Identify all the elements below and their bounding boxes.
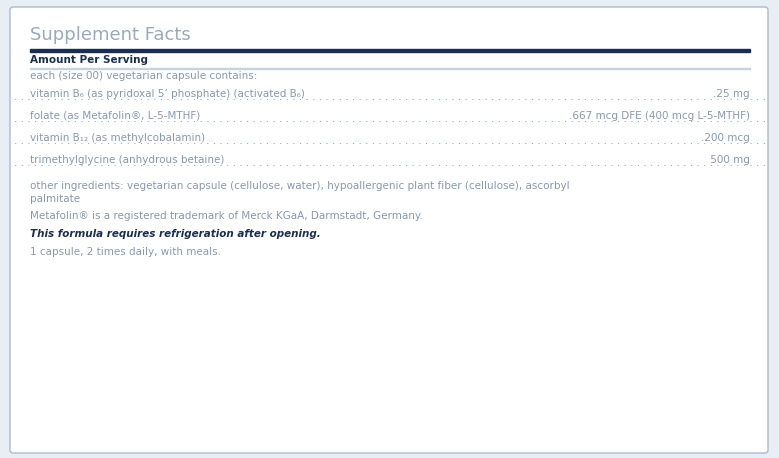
Text: palmitate: palmitate [30, 194, 80, 204]
Text: trimethylglycine (anhydrous betaine): trimethylglycine (anhydrous betaine) [30, 155, 224, 165]
Text: each (size 00) vegetarian capsule contains:: each (size 00) vegetarian capsule contai… [30, 71, 257, 81]
Text: Metafolin® is a registered trademark of Merck KGaA, Darmstadt, Germany.: Metafolin® is a registered trademark of … [30, 211, 423, 221]
Text: . . . . . . . . . . . . . . . . . . . . . . . . . . . . . . . . . . . . . . . . : . . . . . . . . . . . . . . . . . . . . … [14, 158, 766, 168]
Text: .25 mg: .25 mg [714, 89, 750, 99]
Bar [30, 68, 750, 69]
Text: . . . . . . . . . . . . . . . . . . . . . . . . . . . . . . . . . . . . . . . . : . . . . . . . . . . . . . . . . . . . . … [14, 136, 766, 146]
Text: .667 mcg DFE (400 mcg L-5-MTHF): .667 mcg DFE (400 mcg L-5-MTHF) [569, 111, 750, 121]
Text: Amount Per Serving: Amount Per Serving [30, 55, 148, 65]
Text: 1 capsule, 2 times daily, with meals.: 1 capsule, 2 times daily, with meals. [30, 247, 221, 257]
Text: Supplement Facts: Supplement Facts [30, 26, 191, 44]
Text: other ingredients: vegetarian capsule (cellulose, water), hypoallergenic plant f: other ingredients: vegetarian capsule (c… [30, 181, 569, 191]
Text: .200 mcg: .200 mcg [701, 133, 750, 143]
Text: vitamin B₆ (as pyridoxal 5’ phosphate) (activated B₆): vitamin B₆ (as pyridoxal 5’ phosphate) (… [30, 89, 305, 99]
Text: . . . . . . . . . . . . . . . . . . . . . . . . . . . . . . . . . . . . . . . . : . . . . . . . . . . . . . . . . . . . . … [14, 114, 766, 124]
Text: This formula requires refrigeration after opening.: This formula requires refrigeration afte… [30, 229, 321, 239]
Text: 500 mg: 500 mg [707, 155, 750, 165]
Text: vitamin B₁₂ (as methylcobalamin): vitamin B₁₂ (as methylcobalamin) [30, 133, 205, 143]
Bar [30, 49, 750, 52]
FancyBboxPatch shape [10, 7, 768, 453]
Text: folate (as Metafolin®, L-5-MTHF): folate (as Metafolin®, L-5-MTHF) [30, 111, 200, 121]
Text: . . . . . . . . . . . . . . . . . . . . . . . . . . . . . . . . . . . . . . . . : . . . . . . . . . . . . . . . . . . . . … [14, 92, 766, 102]
